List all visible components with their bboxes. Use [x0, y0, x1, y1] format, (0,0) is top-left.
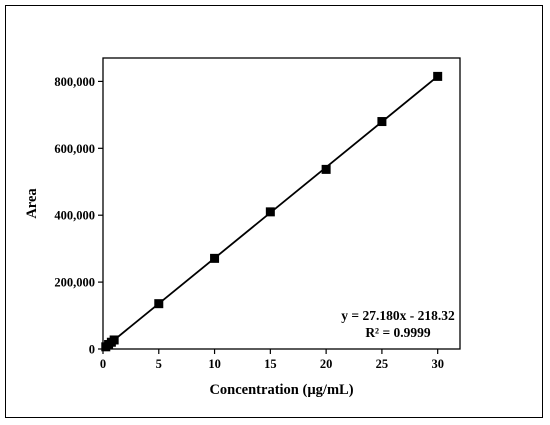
- data-point: [210, 253, 220, 263]
- x-tick-label: 10: [208, 357, 221, 371]
- y-tick-label: 0: [89, 343, 95, 357]
- x-tick-label: 30: [431, 357, 444, 371]
- y-axis-title: Area: [24, 188, 40, 219]
- x-axis-title: Concentration (µg/mL): [209, 382, 353, 398]
- y-axis-ticks: 0 200,000 400,000 600,000 800,000: [54, 75, 103, 357]
- y-tick-label: 200,000: [54, 276, 95, 290]
- x-tick-label: 5: [156, 357, 162, 371]
- data-point: [109, 335, 119, 345]
- x-tick-label: 25: [376, 357, 389, 371]
- y-tick-label: 800,000: [54, 75, 95, 89]
- chart-frame: [5, 5, 543, 418]
- y-tick-label: 400,000: [54, 209, 95, 223]
- plot-area: [102, 57, 461, 350]
- r-squared-annotation: R² = 0.9999: [365, 325, 431, 340]
- data-point: [154, 299, 164, 309]
- data-point: [265, 207, 275, 217]
- equation-annotation: y = 27.180x - 218.32: [341, 308, 455, 323]
- data-point: [377, 117, 387, 127]
- x-tick-label: 15: [264, 357, 277, 371]
- data-points: [101, 71, 443, 352]
- x-axis-ticks: 0 5 10 15 20 25 30: [100, 349, 444, 371]
- data-point: [321, 164, 331, 174]
- x-tick-label: 0: [100, 357, 106, 371]
- y-tick-label: 600,000: [54, 142, 95, 156]
- data-point: [433, 71, 443, 81]
- x-tick-label: 20: [320, 357, 333, 371]
